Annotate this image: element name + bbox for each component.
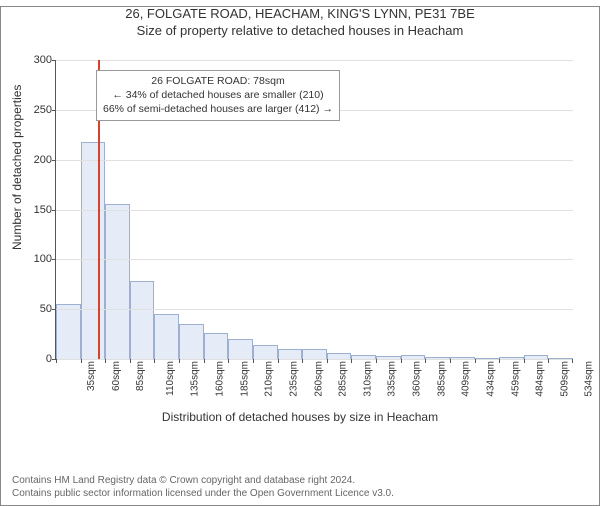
grid-line <box>56 210 573 211</box>
x-tick-mark <box>327 359 328 363</box>
annotation-line: 26 FOLGATE ROAD: 78sqm <box>103 74 333 88</box>
x-tick-mark <box>376 359 377 363</box>
x-tick-mark <box>450 359 451 363</box>
x-tick-mark <box>56 359 57 363</box>
x-tick-mark <box>228 359 229 363</box>
histogram-bar <box>253 345 278 359</box>
histogram-bar <box>278 349 303 359</box>
y-tick-label: 250 <box>34 104 52 116</box>
x-tick-mark <box>351 359 352 363</box>
y-tick-mark <box>52 60 56 61</box>
y-tick-mark <box>52 309 56 310</box>
x-tick-mark <box>105 359 106 363</box>
histogram-bar <box>105 204 130 359</box>
chart-container: Number of detached properties 0501001502… <box>0 50 600 430</box>
x-tick-mark <box>179 359 180 363</box>
histogram-bar <box>302 349 327 359</box>
x-tick-mark <box>204 359 205 363</box>
x-tick-label: 210sqm <box>264 361 275 397</box>
histogram-bar <box>130 281 155 359</box>
x-tick-label: 310sqm <box>362 361 373 397</box>
x-tick-mark <box>572 359 573 363</box>
x-tick-label: 35sqm <box>86 361 97 391</box>
x-tick-mark <box>475 359 476 363</box>
plot-area: 05010015020025030035sqm60sqm85sqm110sqm1… <box>55 60 573 360</box>
y-axis-label: Number of detached properties <box>10 85 24 250</box>
x-tick-label: 459sqm <box>510 361 521 397</box>
x-tick-mark <box>524 359 525 363</box>
y-tick-mark <box>52 160 56 161</box>
histogram-bar <box>81 142 106 359</box>
x-tick-label: 360sqm <box>412 361 423 397</box>
x-tick-label: 409sqm <box>461 361 472 397</box>
x-tick-label: 285sqm <box>338 361 349 397</box>
x-tick-label: 235sqm <box>289 361 300 397</box>
grid-line <box>56 359 573 360</box>
page-title-sub: Size of property relative to detached ho… <box>0 23 600 38</box>
annotation-line: 66% of semi-detached houses are larger (… <box>103 102 333 116</box>
x-tick-label: 335sqm <box>387 361 398 397</box>
x-tick-mark <box>81 359 82 363</box>
x-tick-label: 434sqm <box>485 361 496 397</box>
grid-line <box>56 60 573 61</box>
x-tick-label: 135sqm <box>190 361 201 397</box>
annotation-line: ← 34% of detached houses are smaller (21… <box>103 88 333 102</box>
x-tick-mark <box>130 359 131 363</box>
y-tick-label: 150 <box>34 204 52 216</box>
y-tick-label: 200 <box>34 154 52 166</box>
y-tick-label: 300 <box>34 54 52 66</box>
page-title-main: 26, FOLGATE ROAD, HEACHAM, KING'S LYNN, … <box>0 6 600 21</box>
x-tick-mark <box>425 359 426 363</box>
x-tick-mark <box>154 359 155 363</box>
footer-line1: Contains HM Land Registry data © Crown c… <box>12 474 588 487</box>
footer-attribution: Contains HM Land Registry data © Crown c… <box>12 474 588 500</box>
x-tick-label: 110sqm <box>165 361 176 396</box>
x-tick-label: 185sqm <box>239 361 250 397</box>
y-tick-label: 50 <box>40 303 52 315</box>
x-tick-mark <box>548 359 549 363</box>
histogram-bar <box>204 333 229 359</box>
x-tick-mark <box>499 359 500 363</box>
histogram-bar <box>154 314 179 359</box>
y-tick-mark <box>52 110 56 111</box>
x-tick-label: 85sqm <box>135 361 146 391</box>
x-tick-label: 160sqm <box>215 361 226 397</box>
x-axis-label: Distribution of detached houses by size … <box>0 410 600 424</box>
histogram-bar <box>179 324 204 359</box>
grid-line <box>56 309 573 310</box>
x-tick-label: 534sqm <box>584 361 595 397</box>
x-tick-label: 385sqm <box>436 361 447 397</box>
x-tick-label: 509sqm <box>559 361 570 397</box>
x-tick-mark <box>401 359 402 363</box>
y-tick-mark <box>52 210 56 211</box>
footer-line2: Contains public sector information licen… <box>12 487 588 500</box>
x-tick-mark <box>278 359 279 363</box>
x-tick-mark <box>302 359 303 363</box>
x-tick-mark <box>253 359 254 363</box>
x-tick-label: 484sqm <box>535 361 546 397</box>
y-tick-mark <box>52 259 56 260</box>
y-tick-label: 100 <box>34 253 52 265</box>
histogram-bar <box>56 304 81 359</box>
grid-line <box>56 259 573 260</box>
x-tick-label: 260sqm <box>313 361 324 397</box>
histogram-bar <box>228 339 253 359</box>
x-tick-label: 60sqm <box>111 361 122 391</box>
annotation-box: 26 FOLGATE ROAD: 78sqm← 34% of detached … <box>96 70 340 121</box>
grid-line <box>56 160 573 161</box>
